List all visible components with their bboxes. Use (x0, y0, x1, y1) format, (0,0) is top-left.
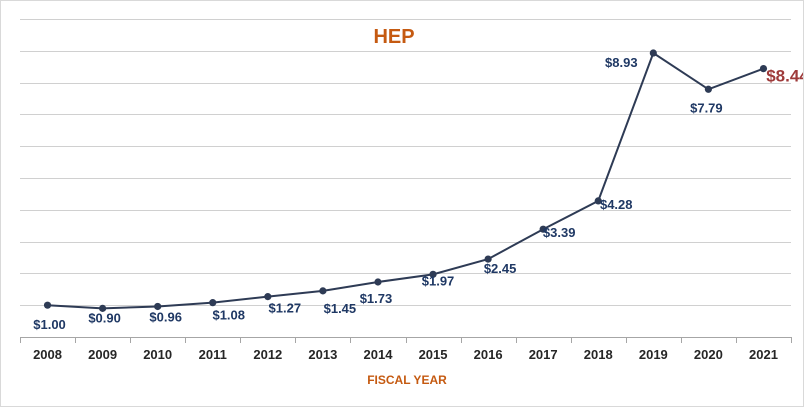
data-label: $8.93 (605, 55, 638, 70)
x-tick-label: 2010 (143, 347, 172, 362)
x-tick-label: 2009 (88, 347, 117, 362)
x-tick-labels: 2008 2009 2010 2011 2012 2013 2014 2015 2016 2017… (33, 347, 778, 362)
x-axis-title: FISCAL YEAR (367, 373, 447, 387)
series-line (47, 51, 764, 310)
data-label: $1.97 (422, 273, 455, 288)
data-point (649, 49, 657, 57)
data-label: $1.08 (212, 308, 245, 323)
x-tick-label: 2018 (584, 347, 613, 362)
data-point (209, 299, 217, 307)
data-point (759, 65, 768, 73)
data-label: $0.96 (149, 309, 182, 324)
data-point (704, 85, 712, 93)
data-point (539, 225, 547, 233)
data-label: $7.79 (690, 100, 723, 115)
data-point (154, 302, 162, 311)
x-tick-label: 2019 (639, 347, 668, 362)
data-label: $2.45 (484, 261, 517, 276)
data-label: $0.90 (88, 310, 121, 325)
data-point (43, 301, 52, 309)
data-point (429, 270, 437, 278)
data-label: $8.44 (766, 67, 803, 86)
data-label: $3.39 (543, 225, 576, 240)
data-point (99, 304, 107, 312)
x-tick-label: 2017 (529, 347, 558, 362)
x-tick-label: 2011 (199, 347, 227, 362)
data-point (264, 293, 272, 301)
data-label: $1.45 (324, 301, 357, 316)
chart-title: HEP (373, 26, 414, 48)
x-tick-label: 2014 (364, 347, 394, 362)
data-labels: $1.00 $0.90 $0.96 $1.08 $1.27 $1.45$1.73 $1.97… (33, 55, 803, 332)
data-markers (43, 49, 768, 312)
data-point (484, 255, 492, 263)
x-tick-label: 2021 (749, 347, 778, 362)
x-tick-label: 2012 (253, 347, 282, 362)
data-label: $4.28 (600, 197, 633, 212)
data-label: $1.00 (33, 317, 66, 332)
x-tick-label: 2008 (33, 347, 62, 362)
data-point (374, 278, 382, 286)
data-point (319, 287, 327, 295)
gridlines (20, 19, 791, 306)
x-tick-label: 2016 (474, 347, 503, 362)
x-tick-label: 2013 (308, 347, 337, 362)
x-tick-label: 2015 (419, 347, 448, 362)
data-label: $1.73 (360, 291, 393, 306)
data-label: $1.27 (269, 301, 302, 316)
x-tick-label: 2020 (694, 347, 723, 362)
x-axis (20, 337, 792, 343)
data-point (594, 197, 602, 205)
